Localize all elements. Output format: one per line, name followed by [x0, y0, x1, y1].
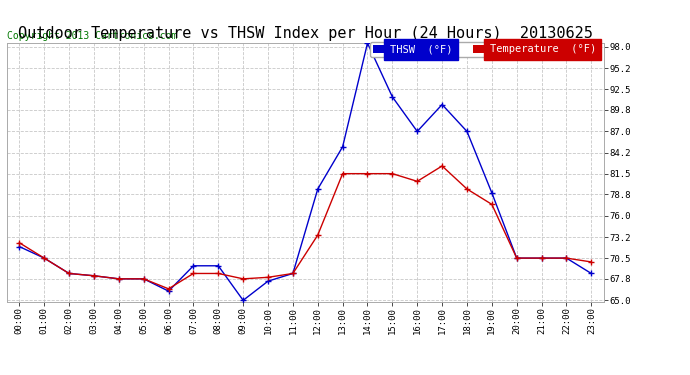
Title: Outdoor Temperature vs THSW Index per Hour (24 Hours)  20130625: Outdoor Temperature vs THSW Index per Ho…	[18, 26, 593, 40]
Text: Copyright 2013 Cartronics.com: Copyright 2013 Cartronics.com	[7, 30, 177, 40]
Legend: THSW  (°F), Temperature  (°F): THSW (°F), Temperature (°F)	[371, 42, 598, 57]
